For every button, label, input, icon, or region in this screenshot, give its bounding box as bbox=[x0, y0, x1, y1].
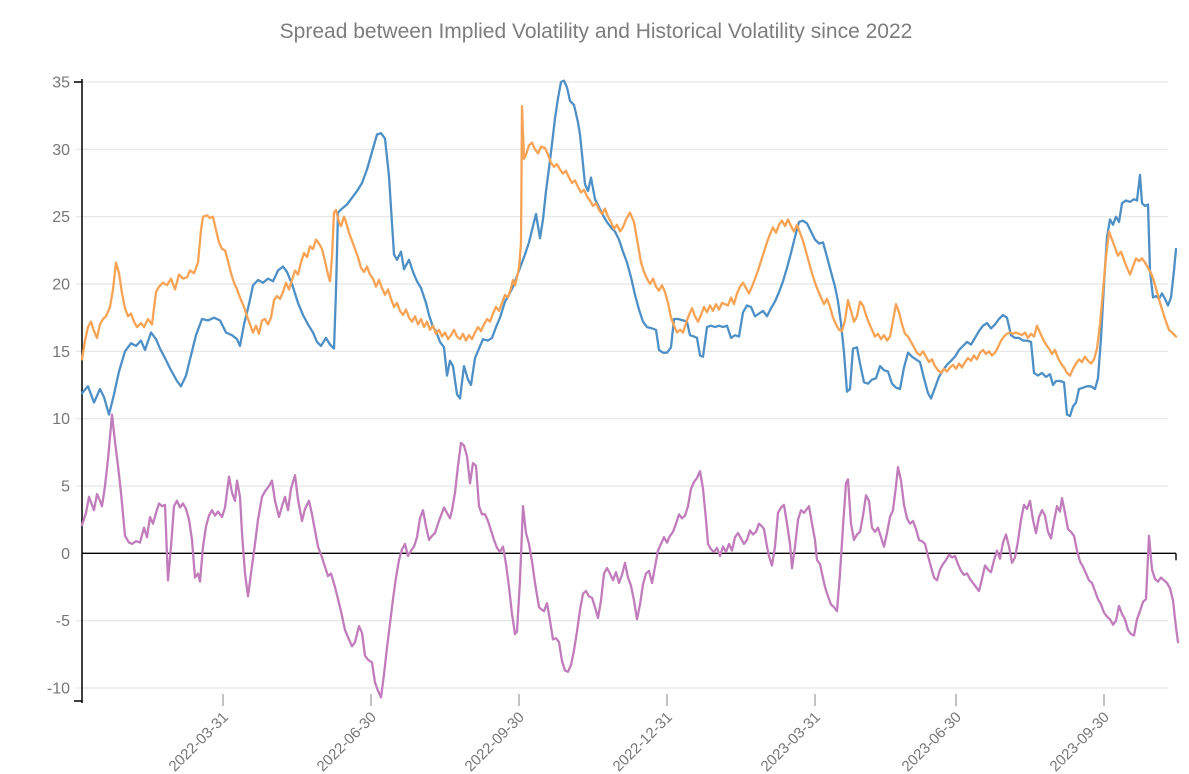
gridlines bbox=[76, 81, 1168, 689]
x-tick-label: 2022-03-31 bbox=[166, 709, 232, 774]
spread-line bbox=[80, 413, 1180, 699]
x-tick-label: 2023-03-31 bbox=[758, 709, 824, 774]
x-tick-label: 2022-09-30 bbox=[462, 709, 528, 774]
x-tick-label: 2022-12-31 bbox=[610, 709, 676, 774]
y-tick-label: 5 bbox=[61, 479, 70, 496]
x-tick-label: 2023-06-30 bbox=[899, 709, 965, 774]
implied-volatility-line bbox=[80, 79, 1178, 418]
series-lines bbox=[80, 79, 1180, 699]
y-tick-label: 10 bbox=[52, 411, 70, 428]
y-tick-label: 25 bbox=[52, 209, 70, 226]
historical-volatility-line bbox=[80, 105, 1178, 377]
y-tick-label: 30 bbox=[52, 142, 70, 159]
y-tick-label: 15 bbox=[52, 344, 70, 361]
y-tick-label: 0 bbox=[61, 546, 70, 563]
y-tick-label: -10 bbox=[47, 681, 70, 698]
x-tick-label: 2022-06-30 bbox=[314, 709, 380, 774]
x-tick-label: 2023-09-30 bbox=[1047, 709, 1113, 774]
y-tick-label: -5 bbox=[56, 613, 70, 630]
chart-title: Spread between Implied Volatility and Hi… bbox=[280, 20, 913, 43]
axis-labels: 35 30 25 20 15 10 5 0 -5 -10 2022-03-31 2022-06-30 2… bbox=[47, 75, 1113, 774]
y-tick-label: 35 bbox=[52, 75, 70, 92]
y-tick-label: 20 bbox=[52, 277, 70, 294]
axes bbox=[74, 79, 1177, 706]
